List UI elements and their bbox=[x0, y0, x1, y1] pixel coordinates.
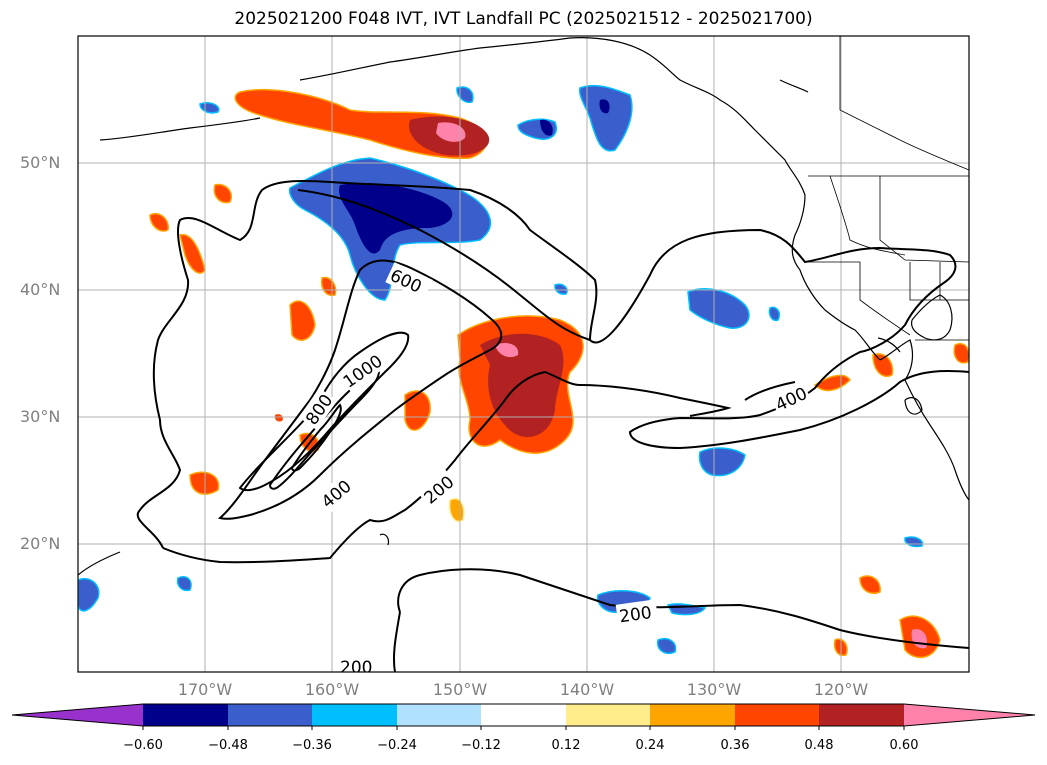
colorbar-segment bbox=[819, 704, 904, 726]
lat-label: 50°N bbox=[20, 153, 61, 172]
lat-label: 30°N bbox=[20, 407, 61, 426]
lon-label: 150°W bbox=[432, 680, 488, 699]
colorbar-tick: 0.36 bbox=[720, 738, 750, 753]
colorbar-segment bbox=[312, 704, 397, 726]
colorbar-segment bbox=[143, 704, 228, 726]
lon-label: 170°W bbox=[177, 680, 233, 699]
colorbar-tick: −0.12 bbox=[461, 738, 501, 753]
positive-anomaly-patches bbox=[149, 89, 969, 659]
colorbar-tick: −0.24 bbox=[377, 738, 417, 753]
colorbar-segment bbox=[650, 704, 735, 726]
colorbar-extend-left bbox=[12, 704, 143, 726]
colorbar-segment bbox=[228, 704, 312, 726]
colorbar-tick: 0.12 bbox=[551, 738, 581, 753]
map-frame bbox=[77, 35, 970, 673]
political-borders bbox=[805, 36, 969, 341]
lon-label: 130°W bbox=[686, 680, 742, 699]
contour-label: 400 bbox=[318, 477, 356, 513]
colorbar-tick: −0.60 bbox=[123, 738, 163, 753]
contour-label: 200 bbox=[340, 658, 372, 678]
map-title: 2025021200 F048 IVT, IVT Landfall PC (20… bbox=[234, 9, 813, 29]
colorbar-tick: 0.48 bbox=[804, 738, 834, 753]
ivt-contours bbox=[136, 179, 969, 672]
lon-label: 140°W bbox=[559, 680, 615, 699]
gridlines bbox=[78, 36, 969, 672]
coastlines bbox=[78, 37, 969, 576]
colorbar-extend-right bbox=[904, 704, 1035, 726]
colorbar-segment bbox=[481, 704, 566, 726]
colorbar-tick: −0.36 bbox=[292, 738, 332, 753]
colorbar-segment bbox=[566, 704, 650, 726]
negative-anomaly-patches bbox=[78, 84, 924, 654]
colorbar-tick: 0.24 bbox=[635, 738, 665, 753]
colorbar-segment bbox=[397, 704, 481, 726]
lon-label: 160°W bbox=[304, 680, 360, 699]
lat-label: 20°N bbox=[20, 534, 61, 553]
colorbar-segment bbox=[735, 704, 819, 726]
lat-label: 40°N bbox=[20, 280, 61, 299]
colorbar-tick: 0.60 bbox=[889, 738, 919, 753]
colorbar-tick: −0.48 bbox=[208, 738, 248, 753]
colorbar bbox=[11, 703, 1036, 730]
contour-label: 200 bbox=[618, 603, 653, 627]
lon-label: 120°W bbox=[813, 680, 869, 699]
